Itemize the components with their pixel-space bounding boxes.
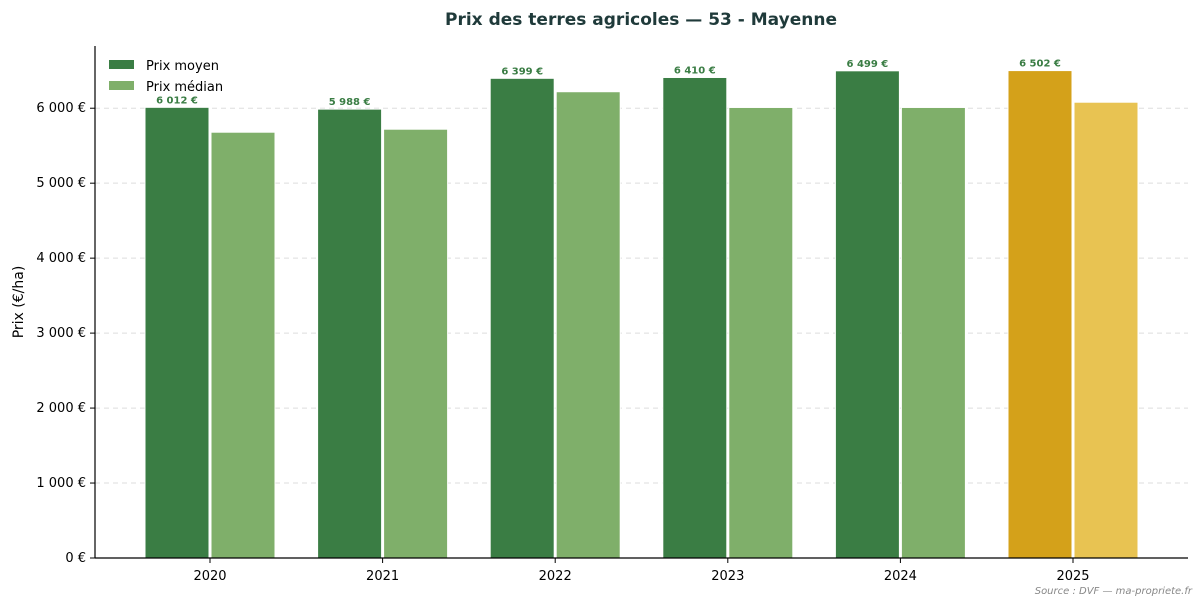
bar-value-label: 6 399 € [501,66,543,77]
legend-swatch [109,60,134,69]
bar-value-label: 5 988 € [329,97,371,108]
legend-label: Prix médian [146,80,223,95]
y-tick-label: 4 000 € [36,251,86,266]
x-tick-label: 2022 [539,569,572,584]
bar-prix-median [728,106,794,559]
y-tick-label: 1 000 € [36,476,86,491]
x-tick-label: 2021 [366,569,399,584]
bar-prix-moyen [317,108,383,559]
chart-title: Prix des terres agricoles — 53 - Mayenne [445,10,837,30]
bar-prix-moyen [662,76,728,559]
bar-value-label: 6 499 € [847,59,889,70]
bar-value-label: 6 502 € [1019,59,1061,70]
bars: 6 012 € 5 988 € 6 399 € 6 410 € 6 499 € 6 502… [144,59,1139,559]
legend: Prix moyen Prix médian [109,59,223,95]
grid-lines [95,107,1188,484]
bar-prix-moyen [1007,70,1073,559]
bar-prix-median [383,128,449,559]
bar-value-label: 6 012 € [156,95,198,106]
y-axis-label: Prix (€/ha) [11,266,27,339]
legend-swatch [109,81,134,90]
x-tick-label: 2025 [1056,569,1089,584]
y-tick-label: 3 000 € [36,326,86,341]
source-note: Source : DVF — ma-propriete.fr [1035,586,1193,597]
x-tick-label: 2020 [193,569,226,584]
bar-prix-median [210,131,276,559]
y-tick-label: 6 000 € [36,101,86,116]
x-tick-label: 2024 [884,569,917,584]
legend-label: Prix moyen [146,59,219,74]
bar-prix-moyen [489,77,555,559]
bar-prix-moyen [834,70,900,559]
x-tick-label: 2023 [711,569,744,584]
bar-prix-median [900,106,966,559]
y-tick-label: 2 000 € [36,401,86,416]
y-tick-label: 0 € [65,551,86,566]
bar-value-label: 6 410 € [674,65,716,76]
bar-prix-median [1073,101,1139,559]
bar-prix-median [555,91,621,559]
y-tick-label: 5 000 € [36,176,86,191]
bar-prix-moyen [144,106,210,559]
axes: 0 € 1 000 € 2 000 € 3 000 € 4 000 € 5 000 € 6 … [36,46,1188,584]
